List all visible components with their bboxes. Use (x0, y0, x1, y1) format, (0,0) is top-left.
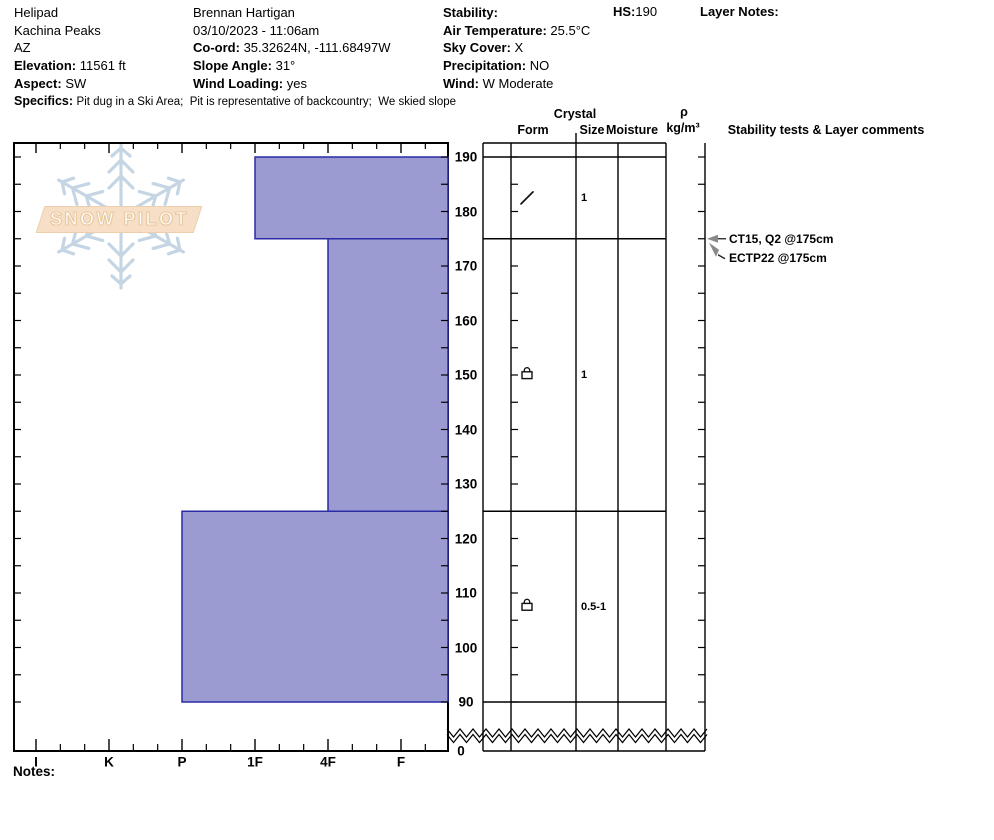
column-header-density-rho: ρ (680, 105, 688, 119)
observation-datetime: 03/10/2023 - 11:06am (193, 22, 320, 38)
depth-axis-label: 150 (454, 367, 478, 383)
elevation-row: Elevation: 11561 ft (14, 58, 126, 74)
grain-form-icon-fcxr (521, 371, 533, 380)
site-info-column: Helipad Kachina Peaks AZ Elevation: 1156… (14, 4, 126, 93)
grain-size-label: 1 (581, 191, 588, 204)
grain-form-icon-fcxr (521, 602, 533, 611)
depth-axis-label: 170 (454, 258, 478, 274)
observer-name: Brennan Hartigan (193, 5, 295, 20)
snowpilot-logo: SNOW PILOT (35, 138, 208, 298)
aspect-row: Aspect: SW (14, 75, 87, 91)
layer-bar (181, 510, 449, 703)
depth-axis-label: 120 (454, 531, 478, 546)
depth-axis-label: 100 (454, 640, 478, 655)
hardness-axis-label: K (104, 754, 114, 770)
site-state: AZ (14, 40, 31, 56)
column-header-moisture: Moisture (605, 123, 659, 137)
column-header-form: Form (517, 123, 549, 137)
conditions-column: Stability: Air Temperature: 25.5°C Sky C… (443, 4, 590, 93)
depth-axis-label: 130 (454, 476, 478, 492)
depth-break-zigzag (446, 728, 708, 738)
stability-row: Stability: (443, 5, 498, 20)
hardness-axis-label: I (34, 754, 38, 770)
observation-info-column: Brennan Hartigan 03/10/2023 - 11:06am Co… (193, 4, 391, 93)
hardness-axis-label: F (396, 754, 406, 770)
layer-bar (254, 156, 449, 240)
hardness-axis-label: P (177, 754, 187, 770)
hardness-axis-label: 1F (247, 754, 263, 770)
precipitation-row: Precipitation: NO (443, 58, 550, 74)
grain-form-icon-df (520, 191, 534, 205)
grain-size-label: 1 (581, 369, 588, 381)
depth-axis-label: 190 (454, 149, 478, 165)
column-header-density-units: kg/m³ (666, 121, 700, 135)
test-arrow-icon (709, 242, 719, 257)
depth-axis-label: 90 (458, 694, 474, 710)
grain-size-label: 0.5-1 (581, 600, 607, 613)
air-temperature-row: Air Temperature: 25.5°C (443, 22, 591, 38)
depth-break-zigzag (446, 733, 708, 744)
wind-row: Wind: W Moderate (443, 75, 554, 91)
snow-height-row: HS:190 (613, 4, 658, 19)
wind-loading-row: Wind Loading: yes (193, 75, 307, 91)
stability-test-label: ECTP22 @175cm (729, 251, 827, 266)
coordinates-row: Co-ord: 35.32624N, -111.68497W (193, 40, 391, 56)
test-arrow-line (717, 254, 726, 260)
depth-axis-label: 140 (454, 422, 478, 437)
depth-axis-break-label: 0 (457, 743, 465, 759)
layer-notes-row: Layer Notes: (700, 4, 779, 19)
column-header-crystal: Crystal (553, 107, 597, 121)
logo-banner: SNOW PILOT (35, 206, 203, 233)
logo-text: SNOW PILOT (49, 208, 189, 229)
stability-test-label: CT15, Q2 @175cm (729, 232, 834, 247)
hardness-axis-label: 4F (320, 754, 336, 770)
depth-axis-label: 110 (455, 585, 477, 601)
layer-bar (327, 238, 449, 512)
depth-axis-label: 160 (454, 313, 478, 328)
column-header-size: Size (579, 123, 605, 137)
notes-label: Notes: (13, 764, 56, 779)
sky-cover-row: Sky Cover: X (443, 40, 524, 56)
site-name: Helipad (14, 5, 59, 20)
grain-form-icon-arc (523, 598, 531, 604)
specifics-row: Specifics: Pit dug in a Ski Area; Pit is… (14, 94, 457, 108)
test-arrow-icon (707, 234, 718, 243)
slope-angle-row: Slope Angle: 31° (193, 58, 296, 74)
grain-form-icon-arc (523, 367, 531, 372)
site-range: Kachina Peaks (14, 22, 101, 38)
column-header-stability-tests: Stability tests & Layer comments (727, 123, 925, 137)
depth-axis-label: 180 (454, 204, 478, 219)
